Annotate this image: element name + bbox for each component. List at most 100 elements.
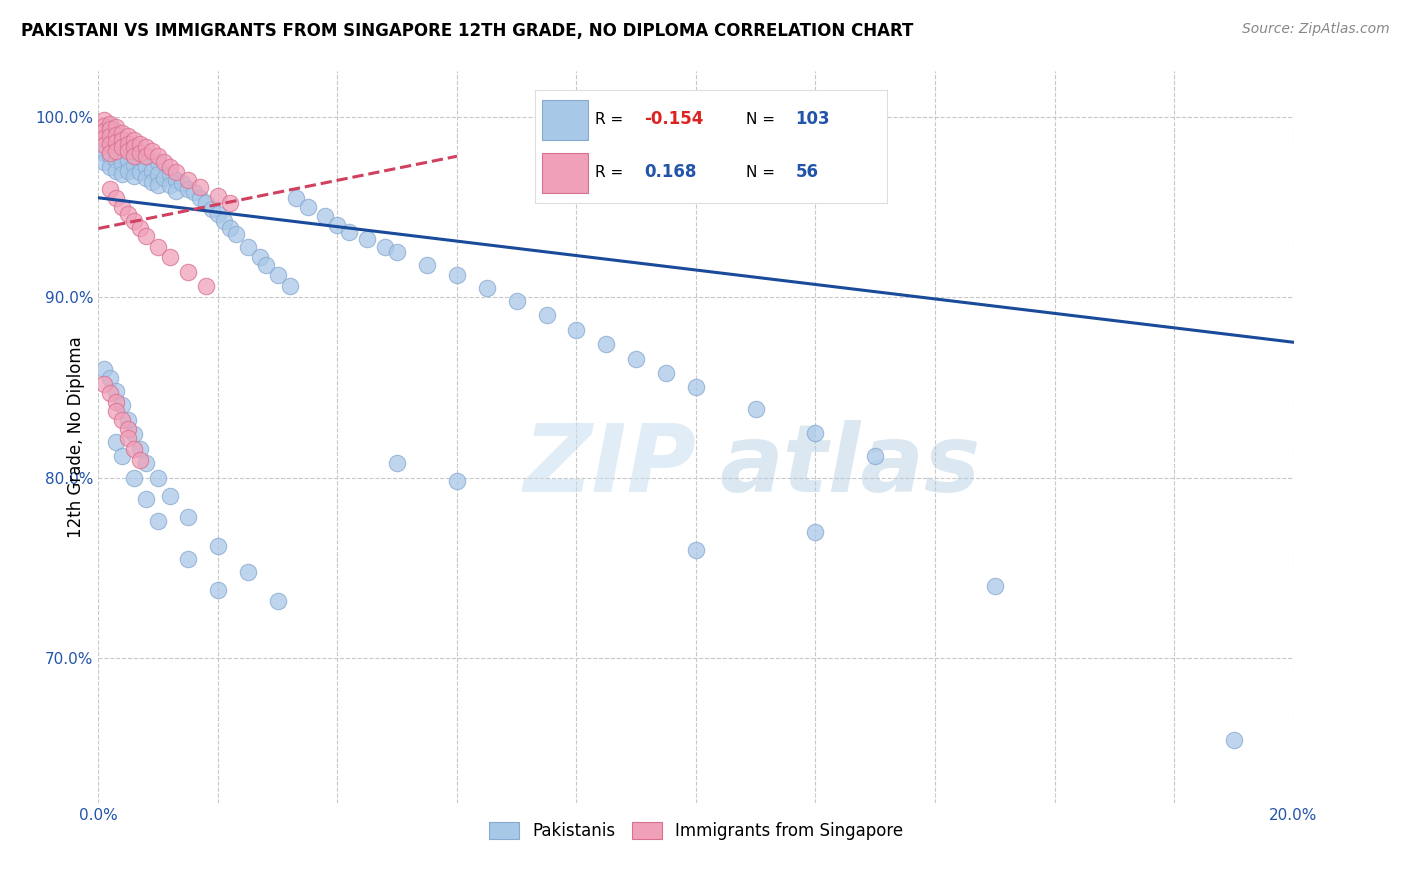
Point xyxy=(153,154,176,169)
Point xyxy=(475,281,498,295)
Text: Source: ZipAtlas.com: Source: ZipAtlas.com xyxy=(1241,22,1389,37)
Point xyxy=(236,239,259,253)
Point xyxy=(124,149,146,163)
Point xyxy=(93,131,115,145)
Point xyxy=(416,258,439,272)
Point xyxy=(685,543,707,558)
Point xyxy=(111,147,134,161)
Point xyxy=(117,422,139,436)
Point xyxy=(105,163,128,178)
Point xyxy=(117,136,139,151)
Point xyxy=(385,244,409,259)
Point xyxy=(865,449,887,463)
Point xyxy=(339,225,361,239)
Point xyxy=(98,129,122,144)
Point xyxy=(117,413,139,427)
Point xyxy=(141,175,163,189)
Point xyxy=(105,131,128,145)
Point xyxy=(207,207,229,221)
Point xyxy=(188,180,211,194)
Point xyxy=(105,135,128,149)
Point xyxy=(135,228,157,243)
Point xyxy=(159,489,181,503)
Point xyxy=(111,399,134,413)
Point xyxy=(129,145,152,160)
Point xyxy=(117,163,139,178)
Point xyxy=(117,129,139,144)
Point xyxy=(105,120,128,135)
Point xyxy=(129,136,152,151)
Point xyxy=(267,593,290,607)
Point xyxy=(374,239,396,253)
Point xyxy=(212,214,235,228)
Point xyxy=(804,425,827,440)
Point xyxy=(141,144,163,158)
Point xyxy=(135,140,157,154)
Point xyxy=(249,251,271,265)
Point xyxy=(124,158,146,172)
Point xyxy=(93,119,115,133)
Point xyxy=(93,138,115,153)
Point xyxy=(98,145,122,160)
Point xyxy=(105,124,128,138)
Point xyxy=(98,119,122,133)
Point xyxy=(124,133,146,147)
Point xyxy=(117,142,139,156)
Point xyxy=(98,128,122,142)
Point xyxy=(655,366,678,380)
Point xyxy=(356,232,378,246)
Point xyxy=(124,214,146,228)
Point xyxy=(177,552,200,566)
Point xyxy=(278,279,301,293)
Point xyxy=(105,128,128,142)
Point xyxy=(117,144,139,158)
Point xyxy=(111,449,134,463)
Point xyxy=(148,149,170,163)
Point xyxy=(685,380,707,394)
Point xyxy=(284,191,307,205)
Point xyxy=(135,456,157,470)
Point xyxy=(117,153,139,167)
Point xyxy=(98,136,122,151)
Point xyxy=(93,376,115,391)
Point xyxy=(159,251,181,265)
Point xyxy=(105,191,128,205)
Point xyxy=(159,160,181,174)
Point xyxy=(117,431,139,445)
Point xyxy=(135,160,157,174)
Point xyxy=(93,136,115,151)
Point xyxy=(177,510,200,524)
Point xyxy=(315,209,337,223)
Point xyxy=(267,268,290,283)
Point xyxy=(326,218,349,232)
Point xyxy=(117,207,139,221)
Point xyxy=(148,514,170,528)
Point xyxy=(177,172,200,186)
Point xyxy=(135,492,157,507)
Point xyxy=(124,149,146,163)
Point xyxy=(111,133,134,147)
Point xyxy=(129,442,152,456)
Text: ZIP: ZIP xyxy=(523,420,696,512)
Point xyxy=(565,323,588,337)
Text: atlas: atlas xyxy=(720,420,981,512)
Point xyxy=(595,337,617,351)
Point xyxy=(165,184,187,198)
Point xyxy=(105,434,128,449)
Point xyxy=(626,351,648,366)
Point xyxy=(148,167,170,181)
Point xyxy=(111,200,134,214)
Point xyxy=(236,565,259,579)
Point xyxy=(141,163,163,178)
Point xyxy=(111,167,134,181)
Point xyxy=(745,402,768,417)
Point xyxy=(98,149,122,163)
Point xyxy=(93,362,115,376)
Point xyxy=(207,582,229,597)
Point xyxy=(195,279,218,293)
Point xyxy=(153,170,176,185)
Point xyxy=(111,126,134,140)
Point xyxy=(195,196,218,211)
Point xyxy=(804,524,827,539)
Point xyxy=(105,404,128,418)
